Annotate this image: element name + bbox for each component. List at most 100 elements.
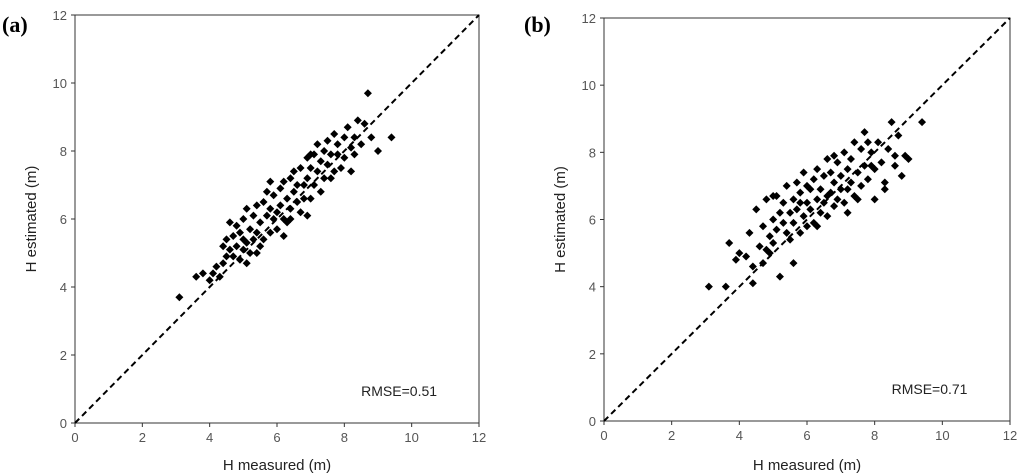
- data-point: [809, 175, 818, 184]
- y-tick-label: 10: [582, 78, 596, 93]
- data-point: [803, 222, 811, 231]
- data-point: [259, 235, 268, 244]
- data-point: [209, 269, 218, 278]
- data-point: [222, 252, 231, 261]
- data-point: [806, 205, 815, 214]
- data-point: [897, 171, 906, 180]
- data-point: [293, 198, 302, 206]
- data-point: [279, 177, 288, 186]
- y-tick-label: 0: [589, 414, 596, 429]
- chart-panels: 0 2 4 6 8 10 12 0 2 4 6 8 10 12 H measured (m) H estima…: [2, 8, 1017, 474]
- data-point: [857, 144, 866, 153]
- data-point: [796, 198, 805, 207]
- data-point: [246, 225, 255, 234]
- data-point: [242, 238, 251, 247]
- data-point: [283, 194, 292, 203]
- data-point: [894, 131, 903, 140]
- data-point: [343, 123, 352, 132]
- data-point: [276, 184, 285, 193]
- data-point: [326, 150, 335, 159]
- data-point: [792, 178, 801, 187]
- data-point: [249, 235, 258, 244]
- data-point: [803, 198, 811, 207]
- y-tick-label: 4: [589, 280, 596, 295]
- data-point: [830, 151, 839, 160]
- data-point: [222, 235, 231, 244]
- y-tick-label: 12: [53, 8, 67, 23]
- data-point: [850, 138, 859, 147]
- data-point: [259, 198, 268, 206]
- data-point: [799, 212, 808, 221]
- data-point: [840, 148, 849, 157]
- data-point: [880, 185, 889, 194]
- y-tick-label: 2: [589, 347, 596, 362]
- x-tick-label: 6: [803, 428, 810, 443]
- data-point: [762, 195, 771, 204]
- data-point: [296, 164, 305, 172]
- data-point: [843, 208, 852, 217]
- x-axis-label: H measured (m): [223, 457, 331, 474]
- data-point: [775, 272, 784, 281]
- data-point: [229, 252, 238, 261]
- data-point: [242, 204, 251, 213]
- x-tick-label: 8: [871, 428, 878, 443]
- data-point: [833, 195, 842, 204]
- x-axis-label: H measured (m): [753, 457, 861, 474]
- data-point: [299, 194, 308, 203]
- data-point: [316, 157, 325, 166]
- data-point: [340, 153, 349, 162]
- data-point: [336, 164, 345, 172]
- data-point: [333, 150, 342, 159]
- data-point: [320, 147, 329, 155]
- data-point: [235, 228, 244, 237]
- y-tick-label: 2: [60, 348, 67, 363]
- data-point: [205, 276, 214, 285]
- data-point: [819, 171, 828, 180]
- data-point: [306, 150, 315, 159]
- data-point: [887, 118, 896, 127]
- data-point: [273, 208, 281, 217]
- y-tick-label: 6: [589, 213, 596, 228]
- data-point: [269, 215, 278, 223]
- data-point: [779, 218, 788, 227]
- data-point: [857, 181, 866, 190]
- data-point: [387, 133, 396, 142]
- data-point: [782, 181, 791, 190]
- data-point: [904, 155, 913, 164]
- data-point: [225, 245, 234, 254]
- one-to-one-line: [74, 14, 480, 424]
- data-point: [374, 147, 382, 155]
- data-point: [846, 155, 855, 164]
- data-point: [843, 185, 852, 194]
- data-point: [769, 191, 778, 200]
- data-point: [340, 133, 349, 142]
- data-point: [266, 228, 275, 237]
- data-point: [252, 201, 261, 210]
- data-point: [796, 188, 805, 197]
- rmse-annotation: RMSE=0.51: [361, 383, 437, 399]
- data-point: [836, 185, 845, 194]
- data-point: [320, 174, 329, 183]
- data-point: [246, 249, 255, 257]
- data-point: [880, 178, 889, 187]
- y-tick-label: 4: [60, 280, 67, 295]
- x-tick-label: 0: [71, 430, 78, 445]
- data-point: [323, 160, 332, 169]
- data-point: [823, 191, 832, 200]
- data-point: [313, 167, 322, 176]
- data-point: [748, 262, 757, 271]
- data-point: [752, 205, 761, 214]
- data-point: [772, 225, 781, 234]
- data-point: [252, 249, 261, 257]
- data-point: [860, 128, 869, 137]
- x-tick-label: 2: [139, 430, 146, 445]
- data-point: [229, 232, 238, 240]
- data-point: [219, 259, 228, 268]
- x-tick-label: 4: [736, 428, 743, 443]
- data-point: [745, 228, 754, 237]
- data-point: [192, 272, 201, 281]
- data-point: [286, 215, 295, 223]
- y-tick-label: 10: [53, 76, 67, 91]
- data-point: [792, 205, 801, 214]
